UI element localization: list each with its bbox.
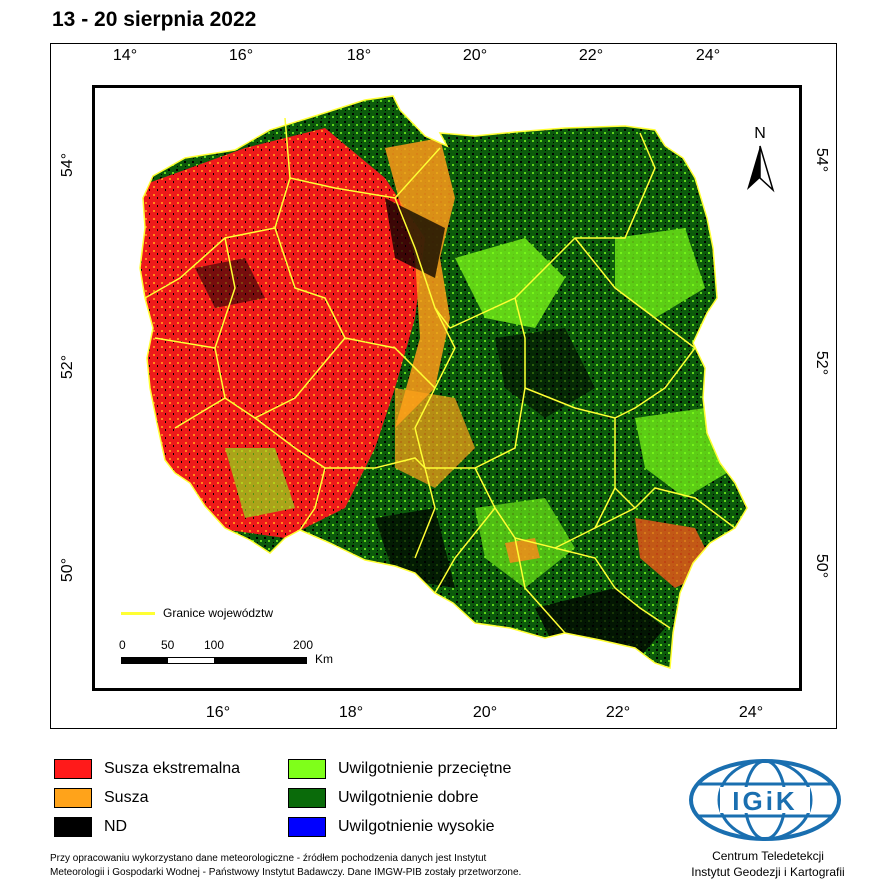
legend-label: Susza ekstremalna xyxy=(104,760,241,777)
outer-frame xyxy=(50,43,837,729)
north-arrow: N xyxy=(747,125,775,193)
tick-right-54: 54° xyxy=(813,147,830,173)
scale-label-100: 100 xyxy=(204,638,225,652)
legend-swatch xyxy=(54,817,92,837)
legend-label: ND xyxy=(104,818,128,835)
legend-label: Uwilgotnienie przeciętne xyxy=(338,760,512,777)
tick-top-24: 24° xyxy=(695,47,721,64)
boundary-legend-swatch xyxy=(121,611,155,615)
legend-label: Susza xyxy=(104,789,149,806)
tick-right-50: 50° xyxy=(813,553,830,579)
tick-left-54: 54° xyxy=(59,152,76,178)
organization-name: Centrum Teledetekcji Instytut Geodezji i… xyxy=(668,848,868,880)
tick-bottom-18: 18° xyxy=(338,704,364,721)
legend-item-good-moisture: Uwilgotnienie dobre xyxy=(288,788,479,808)
tick-bottom-20: 20° xyxy=(472,704,498,721)
tick-top-20: 20° xyxy=(462,47,488,64)
boundary-legend: Granice województw xyxy=(121,606,273,620)
legend-item-nd: ND xyxy=(54,817,127,837)
legend-item-drought: Susza xyxy=(54,788,148,808)
boundary-legend-label: Granice województw xyxy=(163,606,274,620)
tick-left-50: 50° xyxy=(59,557,76,583)
scale-label-0: 0 xyxy=(119,638,126,652)
map-title: 13 - 20 sierpnia 2022 xyxy=(52,8,257,31)
tick-bottom-22: 22° xyxy=(605,704,631,721)
organization-line-2: Instytut Geodezji i Kartografii xyxy=(691,865,845,879)
logo-text: IGiK xyxy=(732,786,797,816)
legend-label: Uwilgotnienie dobre xyxy=(338,789,479,806)
country-border xyxy=(139,95,748,670)
tick-bottom-16: 16° xyxy=(205,704,231,721)
legend-swatch xyxy=(54,788,92,808)
scale-bar: 0 50 100 200 Km xyxy=(119,638,351,668)
scale-segments xyxy=(121,657,307,664)
footnote: Przy opracowaniu wykorzystano dane meteo… xyxy=(50,852,660,880)
tick-right-52: 52° xyxy=(813,350,830,376)
legend-item-high-moisture: Uwilgotnienie wysokie xyxy=(288,817,495,837)
drought-raster xyxy=(140,96,747,668)
organization-line-1: Centrum Teledetekcji xyxy=(712,849,824,863)
scale-label-200: 200 xyxy=(293,638,314,652)
scale-label-50: 50 xyxy=(161,638,175,652)
legend-item-extreme-drought: Susza ekstremalna xyxy=(54,759,240,779)
footnote-line-1: Przy opracowaniu wykorzystano dane meteo… xyxy=(50,853,487,864)
igik-logo: IGiK xyxy=(689,759,841,841)
legend-item-average-moisture: Uwilgotnienie przeciętne xyxy=(288,759,511,779)
tick-top-18: 18° xyxy=(346,47,372,64)
poland-map: N xyxy=(139,95,775,670)
legend-swatch xyxy=(288,759,326,779)
tick-top-14: 14° xyxy=(112,47,138,64)
north-label: N xyxy=(754,125,766,142)
voivodeship-boundaries xyxy=(144,117,736,634)
legend-swatch xyxy=(54,759,92,779)
legend-swatch xyxy=(288,788,326,808)
tick-left-52: 52° xyxy=(59,354,76,380)
map-frame: N Granice województw 0 50 100 200 Km xyxy=(92,85,802,691)
legend-swatch xyxy=(288,817,326,837)
footnote-line-2: Meteorologii i Gospodarki Wodnej - Państ… xyxy=(50,867,522,878)
tick-top-22: 22° xyxy=(578,47,604,64)
tick-top-16: 16° xyxy=(228,47,254,64)
scale-unit: Km xyxy=(315,652,333,666)
legend-label: Uwilgotnienie wysokie xyxy=(338,818,495,835)
tick-bottom-24: 24° xyxy=(738,704,764,721)
